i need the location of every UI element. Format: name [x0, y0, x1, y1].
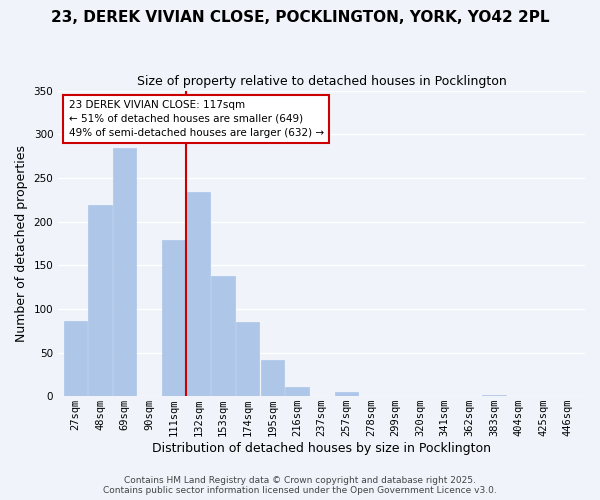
Y-axis label: Number of detached properties: Number of detached properties	[15, 145, 28, 342]
Bar	[260, 360, 284, 396]
X-axis label: Distribution of detached houses by size in Pocklington: Distribution of detached houses by size …	[152, 442, 491, 455]
Bar	[187, 192, 210, 396]
Bar	[211, 276, 235, 396]
Text: 23, DEREK VIVIAN CLOSE, POCKLINGTON, YORK, YO42 2PL: 23, DEREK VIVIAN CLOSE, POCKLINGTON, YOR…	[51, 10, 549, 25]
Bar	[88, 205, 112, 396]
Bar	[285, 386, 308, 396]
Bar	[236, 322, 259, 396]
Bar	[335, 392, 358, 396]
Text: Contains HM Land Registry data © Crown copyright and database right 2025.
Contai: Contains HM Land Registry data © Crown c…	[103, 476, 497, 495]
Bar	[162, 240, 185, 396]
Bar	[64, 321, 87, 396]
Bar	[113, 148, 136, 396]
Text: 23 DEREK VIVIAN CLOSE: 117sqm
← 51% of detached houses are smaller (649)
49% of : 23 DEREK VIVIAN CLOSE: 117sqm ← 51% of d…	[69, 100, 324, 138]
Title: Size of property relative to detached houses in Pocklington: Size of property relative to detached ho…	[137, 75, 506, 88]
